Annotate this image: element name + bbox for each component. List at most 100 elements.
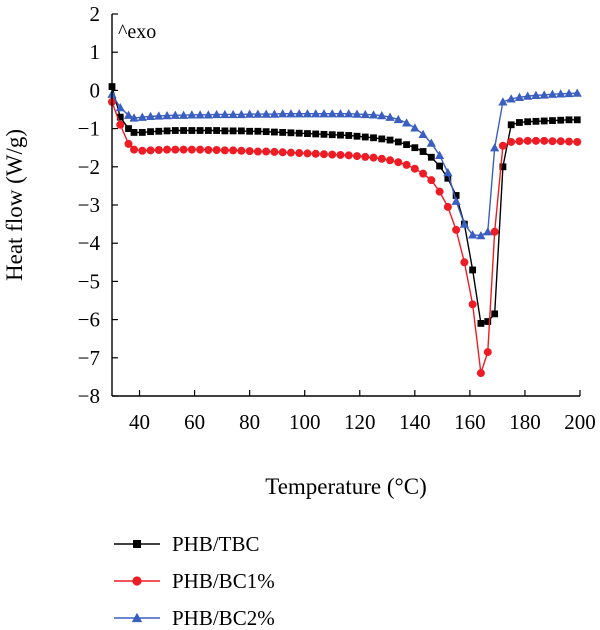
- y-tick-label: 1: [90, 40, 101, 64]
- legend-marker: [131, 612, 143, 623]
- data-point-phb-bc2: [162, 111, 172, 120]
- data-point-phb-bc2: [195, 110, 205, 119]
- data-point-phb-tbc: [386, 136, 394, 144]
- data-point-phb-bc1: [163, 145, 172, 154]
- data-point-phb-bc2: [564, 88, 574, 98]
- data-point-phb-bc1: [116, 120, 125, 129]
- data-point-phb-bc2: [547, 89, 558, 98]
- legend-label: PHB/BC2%: [172, 606, 275, 630]
- data-point-phb-bc2: [115, 102, 125, 112]
- series-line-phb-bc2: [111, 92, 578, 237]
- data-point-phb-bc1: [130, 145, 139, 154]
- data-point-phb-tbc: [130, 129, 138, 136]
- data-point-phb-bc2: [319, 109, 329, 118]
- data-point-phb-tbc: [304, 130, 311, 137]
- x-tick-label: 60: [184, 410, 205, 434]
- data-point-phb-tbc: [171, 127, 179, 134]
- legend: PHB/TBC PHB/BC1% PHB/BC2%: [114, 532, 275, 630]
- y-tick-label: −8: [78, 384, 100, 408]
- data-point-phb-bc2: [451, 196, 461, 205]
- y-tick-label: −1: [78, 117, 100, 141]
- data-point-phb-bc1: [229, 146, 238, 155]
- data-point-phb-tbc: [116, 113, 124, 121]
- legend-marker: [133, 540, 141, 548]
- data-point-phb-bc2: [531, 90, 541, 100]
- data-point-phb-tbc: [507, 121, 515, 129]
- data-point-phb-bc2: [236, 109, 246, 119]
- data-point-phb-tbc: [312, 130, 320, 138]
- data-point-phb-bc2: [278, 109, 288, 118]
- data-point-phb-bc1: [179, 145, 188, 154]
- x-axis-ticks: 40 60 80 100 120 140 160 180 200: [129, 390, 596, 434]
- data-point-phb-bc1: [548, 137, 557, 146]
- data-point-phb-bc2: [145, 111, 156, 121]
- x-tick-label: 140: [399, 410, 431, 434]
- data-point-phb-bc1: [262, 147, 271, 156]
- data-point-phb-tbc: [452, 192, 460, 199]
- data-point-phb-tbc: [125, 125, 132, 132]
- x-tick-label: 120: [344, 410, 376, 434]
- data-point-phb-bc2: [539, 90, 549, 99]
- data-point-phb-tbc: [204, 127, 212, 134]
- data-point-phb-bc1: [369, 153, 378, 162]
- data-point-phb-bc1: [138, 146, 147, 155]
- x-tick-label: 100: [289, 410, 321, 434]
- data-point-phb-bc2: [435, 150, 445, 160]
- data-point-phb-bc2: [459, 219, 469, 228]
- data-point-phb-bc2: [572, 88, 582, 97]
- x-tick-label: 200: [564, 410, 596, 434]
- data-point-phb-tbc: [370, 134, 377, 142]
- data-point-phb-bc1: [319, 150, 328, 159]
- data-point-phb-bc2: [410, 123, 420, 132]
- data-point-phb-bc1: [328, 150, 337, 159]
- data-point-phb-bc1: [410, 164, 419, 173]
- data-point-phb-bc1: [531, 136, 540, 145]
- data-point-phb-bc1: [295, 149, 304, 158]
- data-point-phb-bc1: [204, 145, 213, 154]
- y-tick-label: −3: [78, 193, 100, 217]
- data-point-phb-tbc: [271, 128, 278, 136]
- legend-item-phb-bc1: PHB/BC1%: [114, 569, 275, 593]
- data-point-phb-bc1: [515, 137, 524, 146]
- plot-area: [112, 14, 580, 396]
- data-point-phb-bc2: [203, 110, 213, 119]
- data-point-phb-bc1: [286, 148, 295, 157]
- data-point-phb-bc2: [401, 118, 412, 127]
- data-point-phb-bc2: [178, 110, 189, 119]
- y-tick-label: 0: [90, 78, 101, 102]
- data-point-phb-bc2: [468, 230, 478, 239]
- data-point-phb-bc2: [377, 111, 387, 120]
- legend-item-phb-bc2: PHB/BC2%: [114, 606, 275, 630]
- data-point-phb-tbc: [484, 318, 492, 325]
- data-point-phb-tbc: [147, 128, 154, 136]
- y-axis-ticks: 2 1 0 −1 −2 −3 −4 −5 −6 −7 −8: [78, 2, 118, 408]
- data-point-phb-bc1: [377, 154, 386, 163]
- y-tick-label: −2: [78, 155, 100, 179]
- data-point-phb-bc2: [302, 109, 313, 118]
- data-point-phb-bc1: [311, 149, 320, 158]
- data-point-phb-bc2: [426, 138, 436, 147]
- data-point-phb-bc1: [245, 147, 254, 156]
- data-point-phb-tbc: [436, 162, 443, 170]
- data-point-phb-bc1: [353, 152, 362, 161]
- data-point-phb-bc1: [460, 258, 469, 267]
- data-point-phb-bc1: [419, 169, 428, 178]
- legend-marker: [132, 576, 142, 586]
- data-point-phb-tbc: [524, 118, 532, 126]
- y-tick-label: −6: [78, 308, 100, 332]
- data-point-phb-bc1: [171, 145, 180, 154]
- data-point-phb-bc1: [196, 145, 205, 154]
- data-point-phb-bc1: [278, 148, 287, 157]
- y-tick-label: 2: [90, 2, 101, 26]
- data-point-phb-tbc: [540, 117, 548, 125]
- y-tick-label: −4: [78, 231, 101, 255]
- data-point-phb-bc1: [507, 137, 516, 146]
- x-tick-label: 40: [129, 410, 150, 434]
- data-point-phb-bc1: [523, 136, 532, 145]
- x-axis-title: Temperature (°C): [265, 474, 426, 499]
- data-point-phb-tbc: [328, 131, 336, 139]
- legend-item-phb-tbc: PHB/TBC: [114, 532, 260, 556]
- data-point-phb-tbc: [221, 127, 229, 135]
- data-point-phb-bc2: [137, 112, 147, 121]
